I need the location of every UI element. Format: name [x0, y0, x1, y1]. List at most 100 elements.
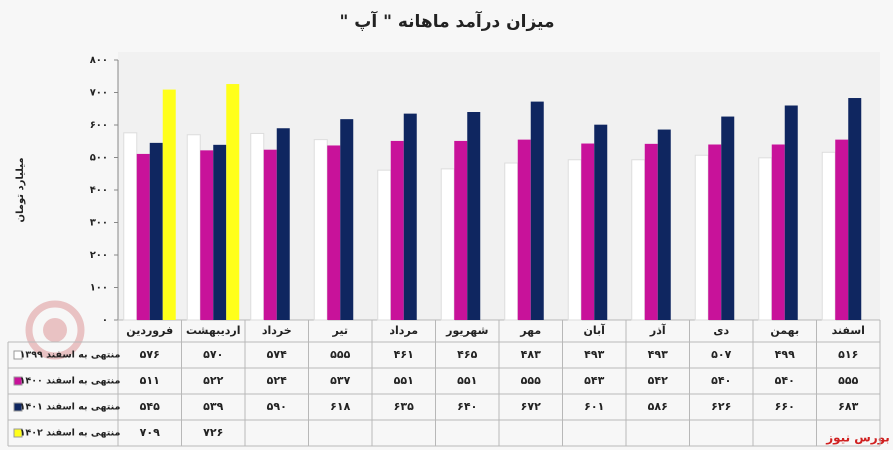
bar — [644, 143, 658, 320]
table-value: ۶۳۵ — [394, 400, 414, 413]
table-value: ۴۹۳ — [648, 348, 668, 361]
legend-label: منتهی به اسفند ۱۴۰۱ — [20, 402, 121, 413]
bar — [226, 84, 240, 320]
legend-swatch — [13, 376, 23, 386]
table-value: ۵۸۶ — [648, 400, 668, 413]
table-value: ۵۳۷ — [330, 374, 350, 387]
bar — [530, 101, 544, 320]
x-tick-label: مرداد — [389, 324, 418, 337]
bar — [186, 134, 201, 321]
table-value: ۵۴۳ — [584, 374, 604, 387]
table-value: ۵۵۵ — [330, 348, 350, 361]
y-tick-label: ۱۰۰ — [90, 283, 108, 294]
x-tick-label: فروردین — [126, 324, 173, 337]
y-tick-label: ۰ — [102, 315, 108, 326]
logo — [25, 300, 85, 360]
bar — [136, 153, 150, 320]
bar — [250, 132, 265, 321]
table-value: ۵۷۰ — [203, 348, 223, 361]
table-value: ۵۰۷ — [711, 348, 731, 361]
table-value: ۶۷۲ — [521, 400, 541, 413]
legend-swatch — [13, 402, 23, 412]
x-tick-label: بهمن — [770, 324, 799, 337]
table-value: ۵۵۵ — [521, 374, 541, 387]
bar — [504, 162, 519, 321]
bar — [821, 151, 836, 321]
table-value: ۵۲۲ — [203, 374, 223, 387]
bar — [784, 105, 798, 320]
table-value: ۴۶۵ — [457, 348, 477, 361]
table-value: ۵۴۰ — [711, 374, 731, 387]
bar — [835, 139, 849, 320]
table-value: ۶۱۸ — [330, 400, 350, 413]
legend-swatch — [13, 428, 23, 438]
bar — [657, 129, 671, 320]
table-value: ۶۴۰ — [457, 400, 477, 413]
table-value: ۵۴۲ — [648, 374, 668, 387]
legend-label: منتهی به اسفند ۱۴۰۰ — [20, 376, 121, 387]
y-tick-label: ۶۰۰ — [90, 120, 108, 131]
legend-label: منتهی به اسفند ۱۳۹۹ — [20, 350, 121, 361]
y-tick-label: ۳۰۰ — [90, 218, 108, 229]
y-tick-label: ۷۰۰ — [90, 88, 108, 99]
bar — [263, 149, 277, 320]
bar — [594, 124, 608, 320]
bar — [721, 116, 735, 320]
table-value: ۵۳۹ — [203, 400, 223, 413]
bar — [377, 169, 392, 321]
x-tick-label: شهریور — [445, 324, 488, 337]
bar — [276, 128, 290, 320]
x-tick-label: خرداد — [262, 324, 292, 337]
bar — [313, 139, 328, 321]
table-value: ۶۲۶ — [711, 400, 731, 413]
table-value: ۴۶۱ — [394, 348, 414, 361]
table-value: ۵۴۵ — [140, 400, 160, 413]
bar — [213, 144, 227, 320]
x-tick-label: دی — [713, 324, 729, 337]
bar — [581, 143, 595, 320]
bar — [123, 132, 138, 321]
x-tick-label: اردیبهشت — [186, 324, 240, 337]
bar — [631, 159, 646, 321]
bar — [390, 140, 404, 320]
table-value: ۵۷۴ — [267, 348, 287, 361]
table-value: ۶۰۱ — [584, 400, 604, 413]
table-value: ۵۷۶ — [140, 348, 160, 361]
bar — [694, 154, 709, 321]
bar — [149, 142, 163, 320]
bar — [403, 113, 417, 320]
bar — [200, 150, 214, 320]
table-value: ۵۲۴ — [267, 374, 287, 387]
bar — [848, 98, 862, 321]
table-value: ۴۸۳ — [521, 348, 541, 361]
bar — [327, 145, 341, 320]
y-axis-label: میلیارد تومان — [15, 157, 26, 222]
table-value: ۷۲۶ — [203, 426, 223, 439]
legend-label: منتهی به اسفند ۱۴۰۲ — [20, 428, 121, 439]
table-value: ۶۸۳ — [838, 400, 858, 413]
y-tick-label: ۸۰۰ — [90, 55, 108, 66]
bar — [440, 168, 455, 321]
bar — [708, 144, 722, 320]
x-tick-label: آبان — [584, 323, 606, 337]
table-value: ۵۵۱ — [394, 374, 414, 387]
bar — [340, 119, 354, 321]
table-value: ۴۹۳ — [584, 348, 604, 361]
table-value: ۴۹۹ — [775, 348, 795, 361]
x-tick-label: مهر — [519, 324, 541, 337]
table-value: ۵۹۰ — [267, 400, 287, 413]
table-value: ۵۱۱ — [140, 374, 160, 387]
legend-swatch — [13, 350, 23, 360]
bar — [567, 159, 582, 321]
bar — [467, 112, 481, 320]
table-value: ۶۶۰ — [775, 400, 795, 413]
bar — [517, 139, 531, 320]
table-value: ۵۵۵ — [838, 374, 858, 387]
bar — [454, 140, 468, 320]
x-tick-label: تیر — [332, 324, 348, 337]
source: بورس نیوز — [825, 431, 890, 446]
plot-area — [118, 52, 880, 320]
bar — [771, 144, 785, 320]
x-tick-label: اسفند — [832, 324, 865, 337]
